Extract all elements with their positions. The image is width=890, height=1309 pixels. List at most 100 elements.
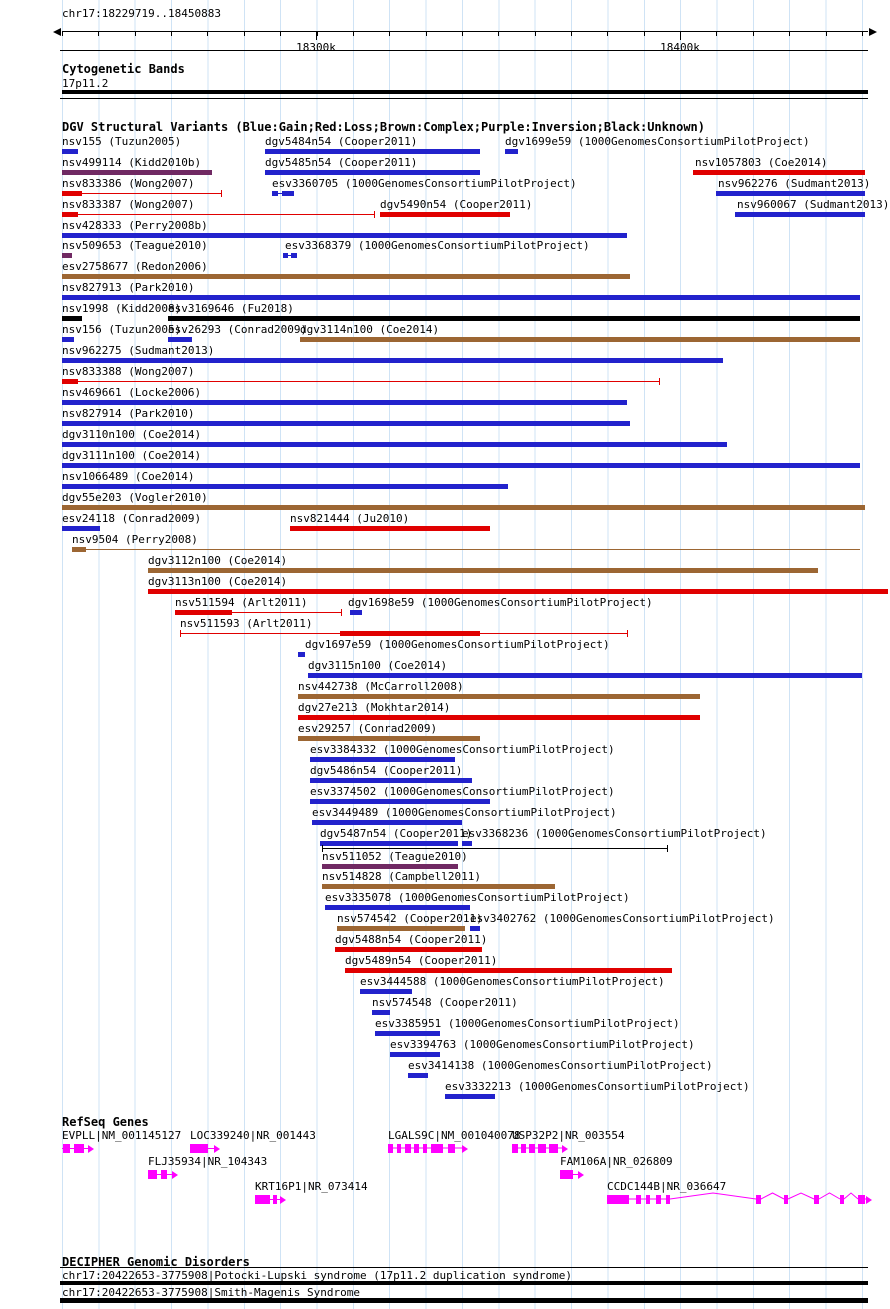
variant-label[interactable]: esv3385951 (1000GenomesConsortiumPilotPr… xyxy=(375,1017,680,1030)
variant-bar[interactable] xyxy=(62,484,508,489)
variant-bar[interactable] xyxy=(735,212,865,217)
gene-exon[interactable] xyxy=(190,1144,208,1153)
gene-exon[interactable] xyxy=(538,1144,546,1153)
disorder-bar[interactable] xyxy=(60,1298,868,1303)
variant-bar[interactable] xyxy=(310,778,472,783)
variant-label[interactable]: nsv827913 (Park2010) xyxy=(62,281,195,294)
variant-bar[interactable] xyxy=(168,316,860,321)
variant-bar[interactable] xyxy=(360,989,412,994)
cytoband-label[interactable]: 17p11.2 xyxy=(62,77,109,90)
variant-label[interactable]: esv3414138 (1000GenomesConsortiumPilotPr… xyxy=(408,1059,713,1072)
gene-exon[interactable] xyxy=(273,1195,277,1204)
gene-exon[interactable] xyxy=(529,1144,535,1153)
gene-exon[interactable] xyxy=(255,1195,270,1204)
variant-bar[interactable] xyxy=(62,233,627,238)
variant-bar[interactable] xyxy=(310,799,490,804)
gene-label[interactable]: KRT16P1|NR_073414 xyxy=(255,1180,368,1193)
gene-exon[interactable] xyxy=(666,1195,670,1204)
variant-label[interactable]: dgv5486n54 (Cooper2011) xyxy=(310,764,463,777)
variant-label[interactable]: dgv3114n100 (Coe2014) xyxy=(300,323,440,336)
disorder-label[interactable]: chr17:20422653-3775908|Potocki-Lupski sy… xyxy=(62,1269,572,1282)
variant-bar[interactable] xyxy=(168,337,192,342)
variant-label[interactable]: dgv3110n100 (Coe2014) xyxy=(62,428,202,441)
variant-bar[interactable] xyxy=(335,947,482,952)
variant-bar[interactable] xyxy=(62,191,82,196)
variant-label[interactable]: dgv5488n54 (Cooper2011) xyxy=(335,933,488,946)
variant-bar[interactable] xyxy=(62,442,727,447)
variant-label[interactable]: dgv5490n54 (Cooper2011) xyxy=(380,198,533,211)
variant-label[interactable]: nsv1057803 (Coe2014) xyxy=(695,156,828,169)
gene-label[interactable]: LOC339240|NR_001443 xyxy=(190,1129,316,1142)
gene-exon[interactable] xyxy=(858,1195,865,1204)
variant-bar[interactable] xyxy=(272,191,278,196)
variant-bar[interactable] xyxy=(470,926,480,931)
variant-bar[interactable] xyxy=(716,191,865,196)
variant-bar[interactable] xyxy=(298,715,700,720)
variant-bar[interactable] xyxy=(62,379,78,384)
variant-label[interactable]: esv3374502 (1000GenomesConsortiumPilotPr… xyxy=(310,785,615,798)
variant-label[interactable]: dgv5485n54 (Cooper2011) xyxy=(265,156,418,169)
variant-label[interactable]: nsv821444 (Ju2010) xyxy=(290,512,410,525)
gene-exon[interactable] xyxy=(636,1195,641,1204)
variant-label[interactable]: dgv5489n54 (Cooper2011) xyxy=(345,954,498,967)
gene-exon[interactable] xyxy=(560,1170,573,1179)
variant-bar[interactable] xyxy=(340,631,480,636)
variant-label[interactable]: esv3444588 (1000GenomesConsortiumPilotPr… xyxy=(360,975,665,988)
variant-bar[interactable] xyxy=(62,295,860,300)
variant-bar[interactable] xyxy=(175,610,232,615)
variant-label[interactable]: dgv1698e59 (1000GenomesConsortiumPilotPr… xyxy=(348,596,653,609)
variant-label[interactable]: nsv428333 (Perry2008b) xyxy=(62,219,208,232)
gene-exon[interactable] xyxy=(448,1144,455,1153)
variant-bar[interactable] xyxy=(62,400,627,405)
variant-label[interactable]: esv29257 (Conrad2009) xyxy=(298,722,438,735)
gene-exon[interactable] xyxy=(405,1144,411,1153)
gene-exon[interactable] xyxy=(521,1144,526,1153)
variant-label[interactable]: dgv5487n54 (Cooper2011) xyxy=(320,827,473,840)
gene-exon[interactable] xyxy=(161,1170,167,1179)
variant-label[interactable]: dgv1699e59 (1000GenomesConsortiumPilotPr… xyxy=(505,135,810,148)
variant-bar[interactable] xyxy=(408,1073,428,1078)
variant-bar[interactable] xyxy=(62,316,82,321)
variant-label[interactable]: dgv27e213 (Mokhtar2014) xyxy=(298,701,451,714)
variant-label[interactable]: nsv9504 (Perry2008) xyxy=(72,533,198,546)
variant-bar[interactable] xyxy=(505,149,518,154)
variant-bar[interactable] xyxy=(390,1052,440,1057)
variant-label[interactable]: dgv55e203 (Vogler2010) xyxy=(62,491,208,504)
variant-label[interactable]: nsv833388 (Wong2007) xyxy=(62,365,195,378)
gene-exon[interactable] xyxy=(784,1195,788,1204)
gene-exon[interactable] xyxy=(512,1144,518,1153)
variant-label[interactable]: esv3169646 (Fu2018) xyxy=(168,302,294,315)
variant-bar[interactable] xyxy=(298,652,305,657)
variant-bar[interactable] xyxy=(62,274,630,279)
variant-bar[interactable] xyxy=(265,149,480,154)
variant-bar[interactable] xyxy=(320,841,458,846)
variant-bar[interactable] xyxy=(325,905,470,910)
gene-exon[interactable] xyxy=(388,1144,393,1153)
gene-exon[interactable] xyxy=(549,1144,558,1153)
variant-label[interactable]: nsv574542 (Cooper2011) xyxy=(337,912,483,925)
gene-exon[interactable] xyxy=(607,1195,629,1204)
gene-label[interactable]: EVPLL|NM_001145127 xyxy=(62,1129,182,1142)
variant-bar[interactable] xyxy=(62,505,865,510)
variant-bar[interactable] xyxy=(62,421,630,426)
variant-bar[interactable] xyxy=(62,212,78,217)
variant-bar[interactable] xyxy=(283,253,288,258)
variant-label[interactable]: nsv499114 (Kidd2010b) xyxy=(62,156,202,169)
gene-exon[interactable] xyxy=(74,1144,84,1153)
variant-label[interactable]: esv3394763 (1000GenomesConsortiumPilotPr… xyxy=(390,1038,695,1051)
variant-label[interactable]: esv26293 (Conrad2009) xyxy=(168,323,308,336)
variant-bar[interactable] xyxy=(298,694,700,699)
variant-bar[interactable] xyxy=(291,253,297,258)
variant-label[interactable]: nsv469661 (Locke2006) xyxy=(62,386,202,399)
variant-bar[interactable] xyxy=(350,610,362,615)
variant-bar[interactable] xyxy=(380,212,510,217)
gene-exon[interactable] xyxy=(646,1195,650,1204)
variant-bar[interactable] xyxy=(62,170,212,175)
variant-bar[interactable] xyxy=(62,463,860,468)
variant-label[interactable]: nsv155 (Tuzun2005) xyxy=(62,135,182,148)
variant-bar[interactable] xyxy=(62,526,100,531)
variant-label[interactable]: nsv514828 (Campbell2011) xyxy=(322,870,481,883)
gene-label[interactable]: LGALS9C|NM_001040078 xyxy=(388,1129,521,1142)
gene-exon[interactable] xyxy=(814,1195,819,1204)
disorder-label[interactable]: chr17:20422653-3775908|Smith-Magenis Syn… xyxy=(62,1286,361,1299)
